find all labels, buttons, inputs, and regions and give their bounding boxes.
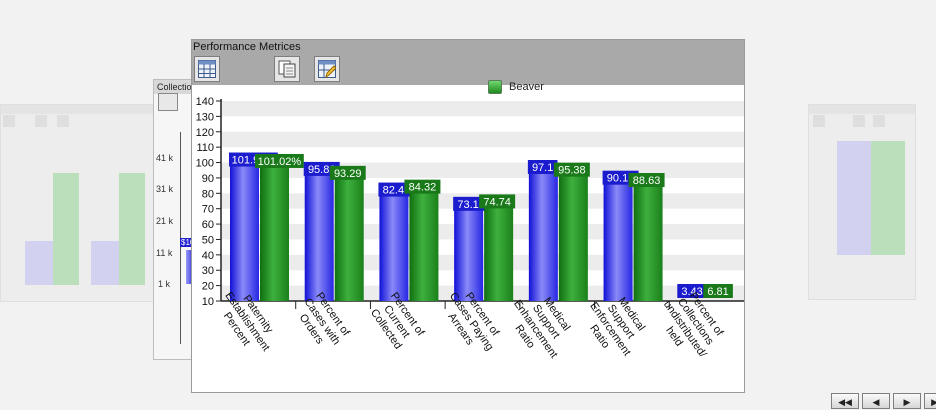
bar: [409, 186, 439, 301]
y-tick-label: 140: [196, 96, 214, 108]
grid-icon[interactable]: [158, 93, 178, 111]
data-label: 95.38: [558, 165, 586, 177]
bar: [558, 169, 588, 301]
collection-tick-label: 41 k: [156, 153, 174, 163]
y-tick-label: 10: [202, 296, 214, 308]
collection-tick-label: 1 k: [158, 279, 171, 289]
y-tick-label: 130: [196, 111, 214, 123]
data-label: 73.16: [457, 199, 485, 211]
bar: [454, 203, 484, 301]
grid-band: [221, 131, 744, 148]
y-tick-label: 120: [196, 127, 214, 139]
data-label: 3.43: [681, 286, 702, 298]
bar: [230, 159, 259, 301]
data-label: 84.32: [409, 182, 437, 194]
bar: [484, 201, 514, 301]
data-label: 74.74: [483, 196, 511, 208]
pager: ◀◀ ◀ ▶ ▶▶: [831, 393, 936, 409]
bar: [304, 168, 334, 301]
data-label: 97.1: [532, 162, 553, 174]
collection-panel[interactable]: Collection 41 k 31 k 21 k 11 k 1 k $10: [153, 79, 197, 360]
collection-tick-label: 31 k: [156, 184, 174, 194]
grid-icon: [198, 60, 216, 78]
first-page-button[interactable]: ◀◀: [831, 393, 859, 409]
data-label-bg: [677, 284, 707, 298]
bar: [603, 177, 633, 301]
last-page-button[interactable]: ▶▶: [924, 393, 936, 409]
data-label-bg: [255, 153, 304, 168]
chart-legend: Beaver: [488, 79, 544, 95]
data-label-bg: [628, 173, 665, 188]
copy-icon: [278, 60, 296, 78]
bar: [334, 172, 364, 301]
bar: [260, 160, 289, 301]
data-label: 90.15: [607, 173, 635, 185]
data-label-bg: [553, 162, 590, 177]
data-label-bg: [527, 160, 558, 174]
prev-page-button[interactable]: ◀: [862, 393, 890, 409]
y-tick-label: 80: [202, 188, 214, 200]
collection-panel-title: Collection: [154, 80, 197, 94]
y-tick-label: 90: [202, 173, 214, 185]
collection-bar-label: $10: [180, 238, 196, 247]
data-label: 93.29: [334, 168, 362, 180]
window-title: Performance Metrices: [193, 41, 301, 53]
collection-tick-label: 21 k: [156, 216, 174, 226]
data-label-bg: [703, 284, 733, 298]
y-tick-label: 50: [202, 234, 214, 246]
data-label-bg: [404, 179, 441, 194]
y-tick-label: 20: [202, 281, 214, 293]
y-tick-label: 110: [196, 142, 214, 154]
y-tick-label: 40: [202, 250, 214, 262]
copy-button[interactable]: [274, 56, 300, 82]
background-panel-cash: [808, 104, 916, 300]
collection-tick-label: 11 k: [156, 248, 173, 258]
grid-view-button[interactable]: [194, 56, 220, 82]
edit-chart-button[interactable]: [314, 56, 340, 82]
grid-band: [221, 101, 744, 117]
legend-label: Beaver: [509, 81, 544, 93]
y-tick-label: 60: [202, 219, 214, 231]
data-label: 88.63: [633, 175, 661, 187]
next-page-button[interactable]: ▶: [893, 393, 921, 409]
background-panel-disbursement: [0, 104, 154, 302]
y-tick-label: 70: [202, 204, 214, 216]
data-label: 82.43: [383, 185, 411, 197]
legend-swatch: [488, 80, 502, 94]
bar: [528, 167, 558, 301]
data-label: 6.81: [707, 286, 728, 298]
performance-metrices-window[interactable]: Performance Metrices Beave: [191, 39, 745, 393]
data-label-bg: [479, 194, 516, 209]
y-tick-label: 30: [202, 265, 214, 277]
edit-chart-icon: [318, 60, 336, 78]
collection-bar: [186, 250, 194, 284]
data-label: 95.86: [308, 164, 336, 176]
data-label: 101.02%: [258, 156, 302, 168]
bar: [633, 180, 663, 301]
y-tick-label: 100: [196, 158, 214, 170]
data-label-bg: [329, 165, 366, 180]
bar: [379, 189, 409, 301]
